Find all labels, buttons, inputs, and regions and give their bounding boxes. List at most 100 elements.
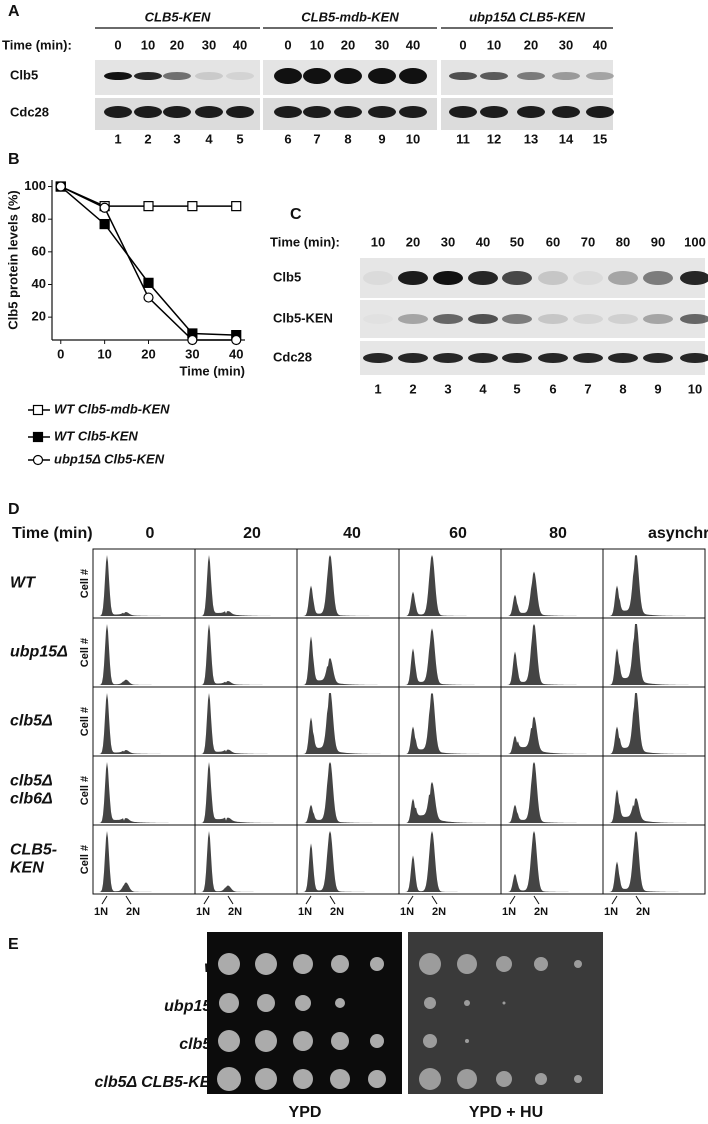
row-label: WT	[10, 575, 36, 592]
time-tick: 30	[441, 234, 455, 249]
lane-number: 3	[173, 131, 180, 146]
lane-number: 4	[479, 381, 487, 396]
band	[643, 353, 673, 363]
histogram	[299, 693, 397, 754]
lane-number: 14	[559, 131, 574, 146]
y-tick-label: 60	[32, 243, 46, 258]
time-tick: 0	[114, 37, 121, 52]
row-label: Clb5	[273, 269, 301, 284]
time-tick: 0	[459, 37, 466, 52]
lane-number: 1	[374, 381, 381, 396]
band	[517, 106, 545, 118]
band	[552, 106, 580, 118]
band	[502, 353, 532, 363]
marker-tick	[431, 895, 438, 905]
histogram	[401, 781, 499, 823]
histogram	[197, 693, 295, 754]
group-title: ubp15Δ CLB5-KEN	[469, 9, 585, 24]
histogram	[401, 555, 499, 616]
lane-number: 8	[619, 381, 626, 396]
marker-label: 2N	[330, 906, 344, 918]
histogram	[95, 555, 193, 616]
marker-tick	[125, 895, 132, 905]
histogram	[197, 831, 295, 892]
colony-spot	[217, 1067, 241, 1091]
histogram	[95, 693, 193, 754]
y-axis-label: Cell #	[79, 569, 91, 598]
time-tick: 20	[406, 234, 420, 249]
colony-spot	[255, 1030, 277, 1052]
colony-spot	[496, 956, 512, 972]
row-label: Cdc28	[10, 104, 49, 119]
point	[231, 334, 242, 346]
band	[363, 353, 393, 363]
band	[134, 106, 162, 118]
time-tick: 40	[476, 234, 490, 249]
colony-spot	[295, 995, 311, 1011]
marker-label: 2N	[534, 906, 548, 918]
band	[608, 271, 638, 285]
plate-label: YPD + HU	[469, 1104, 543, 1121]
strain-label: clb5Δ CLB5-KEN	[95, 1074, 223, 1091]
marker-tick	[407, 895, 414, 905]
point	[143, 277, 154, 288]
band	[449, 106, 477, 118]
x-tick-label: 30	[185, 346, 199, 361]
marker-tick	[227, 895, 234, 905]
row-label: Clb5	[10, 67, 38, 82]
band	[502, 271, 532, 285]
row-label: ubp15Δ	[10, 644, 68, 661]
colony-spot	[370, 957, 384, 971]
x-axis-label: Time (min)	[180, 363, 246, 378]
band	[398, 314, 428, 324]
histogram	[503, 762, 601, 823]
panel-label: D	[8, 501, 20, 518]
panel-label: E	[8, 936, 19, 953]
band	[134, 72, 162, 80]
band	[303, 68, 331, 84]
band	[502, 314, 532, 324]
point	[187, 201, 198, 212]
band	[433, 353, 463, 363]
band	[680, 271, 708, 285]
band	[468, 271, 498, 285]
point	[99, 218, 110, 230]
lane-number: 13	[524, 131, 538, 146]
colony-spot	[219, 993, 239, 1013]
band	[538, 271, 568, 285]
cell	[602, 824, 706, 895]
lane-number: 11	[456, 131, 470, 146]
time-tick: 70	[581, 234, 595, 249]
colony-spot	[423, 1034, 437, 1048]
band	[480, 72, 508, 80]
legend-marker	[32, 404, 44, 416]
row-label: Cdc28	[273, 349, 312, 364]
lane-number: 10	[406, 131, 420, 146]
lane-number: 8	[344, 131, 351, 146]
marker-label: 1N	[196, 906, 210, 918]
colony-spot	[330, 1069, 350, 1089]
x-tick-label: 10	[97, 346, 111, 361]
band	[398, 353, 428, 363]
marker-label: 1N	[94, 906, 108, 918]
histogram	[401, 693, 499, 754]
time-tick: 40	[593, 37, 607, 52]
column-header: 60	[449, 525, 467, 542]
time-tick: 30	[559, 37, 573, 52]
lane-number: 5	[236, 131, 243, 146]
colony-spot	[574, 1075, 582, 1083]
colony-spot	[331, 1032, 349, 1050]
lane-number: 3	[444, 381, 451, 396]
histogram	[299, 555, 397, 616]
point	[55, 181, 66, 192]
lane-number: 2	[409, 381, 416, 396]
band	[468, 353, 498, 363]
time-tick: 20	[341, 37, 355, 52]
colony-spot	[496, 1071, 512, 1087]
row-label: Clb5-KEN	[273, 310, 333, 325]
point	[143, 292, 154, 303]
band	[643, 271, 673, 285]
band	[552, 72, 580, 80]
lane-number: 6	[284, 131, 291, 146]
